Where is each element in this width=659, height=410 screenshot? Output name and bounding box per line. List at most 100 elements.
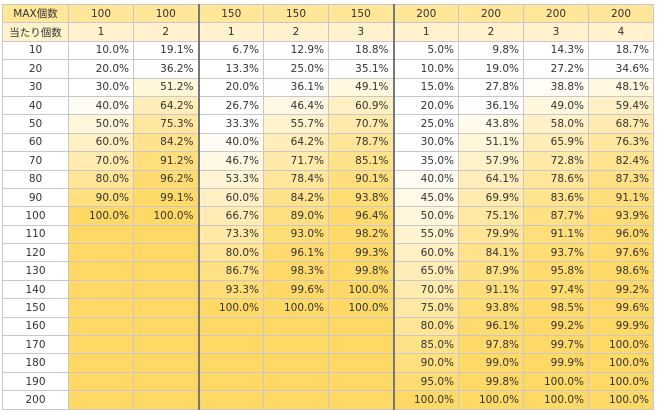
empty-cell — [133, 224, 199, 245]
cell: 100.0% — [588, 390, 654, 410]
cell: 85.0% — [392, 335, 459, 355]
cell: 70.0% — [392, 279, 459, 300]
cell: 87.9% — [458, 261, 524, 281]
cell: 100.0% — [392, 390, 459, 410]
cell: 91.1% — [588, 187, 654, 208]
cell: 96.2% — [133, 169, 199, 189]
cell: 93.8% — [328, 187, 394, 208]
cell: 40.0% — [197, 132, 264, 153]
cell: 34.6% — [588, 59, 654, 79]
cell: 90.0% — [392, 353, 459, 373]
cell: 98.2% — [328, 224, 394, 245]
cell: 20.0% — [68, 59, 134, 79]
cell: 95.0% — [392, 371, 459, 392]
cell: 19.0% — [458, 59, 524, 79]
empty-cell — [68, 261, 134, 281]
cell: 78.7% — [328, 132, 394, 153]
cell: 100.0% — [197, 298, 264, 318]
cell: 99.3% — [328, 243, 394, 263]
cell: 84.2% — [263, 187, 329, 208]
cell: 99.8% — [328, 261, 394, 281]
header-label: 当たり個数 — [2, 22, 69, 42]
data-row: 130 86.7% 98.3% 99.8% 65.0% 87.9% 95.8% 98.6% — [2, 261, 654, 281]
cell: 72.8% — [523, 151, 589, 171]
empty-cell — [68, 335, 134, 355]
cell: 99.9% — [588, 316, 654, 337]
cell: 71.7% — [263, 151, 329, 171]
cell: 79.9% — [458, 224, 524, 245]
cell: 60.0% — [392, 243, 459, 263]
row-label: 90 — [2, 187, 69, 208]
cell: 60.0% — [68, 132, 134, 153]
header-hits: 1 — [197, 22, 264, 42]
cell: 75.0% — [392, 298, 459, 318]
cell: 96.4% — [328, 206, 394, 226]
row-label: 60 — [2, 132, 69, 153]
cell: 91.1% — [458, 279, 524, 300]
cell: 51.1% — [458, 132, 524, 153]
empty-cell — [328, 316, 394, 337]
cell: 38.8% — [523, 77, 589, 97]
cell: 18.8% — [328, 40, 394, 61]
cell: 93.8% — [458, 298, 524, 318]
cell: 80.0% — [68, 169, 134, 189]
header-max: 100 — [133, 3, 199, 24]
cell: 43.8% — [458, 114, 524, 134]
cell: 36.1% — [458, 95, 524, 116]
cell: 51.2% — [133, 77, 199, 97]
cell: 53.3% — [197, 169, 264, 189]
cell: 36.2% — [133, 59, 199, 79]
empty-cell — [68, 298, 134, 318]
empty-cell — [68, 316, 134, 337]
header-label: MAX個数 — [2, 3, 69, 24]
cell: 98.3% — [263, 261, 329, 281]
data-row: 20 20.0% 36.2% 13.3% 25.0% 35.1% 10.0% 19.0% 27.… — [2, 59, 654, 79]
data-row: 90 90.0% 99.1% 60.0% 84.2% 93.8% 45.0% 69.9% 83.… — [2, 187, 654, 208]
cell: 91.1% — [523, 224, 589, 245]
header-max: 200 — [458, 3, 524, 24]
cell: 86.7% — [197, 261, 264, 281]
cell: 12.9% — [263, 40, 329, 61]
cell: 99.6% — [588, 298, 654, 318]
header-max: 200 — [588, 3, 654, 24]
header-hits: 2 — [133, 22, 199, 42]
data-row: 110 73.3% 93.0% 98.2% 55.0% 79.9% 91.1% 96.0% — [2, 224, 654, 245]
cell: 99.0% — [458, 353, 524, 373]
cell: 27.8% — [458, 77, 524, 97]
cell: 93.9% — [588, 206, 654, 226]
cell: 49.0% — [523, 95, 589, 116]
cell: 100.0% — [133, 206, 199, 226]
cell: 27.2% — [523, 59, 589, 79]
header-hits: 4 — [588, 22, 654, 42]
cell: 82.4% — [588, 151, 654, 171]
empty-cell — [68, 243, 134, 263]
cell: 30.0% — [392, 132, 459, 153]
row-label: 190 — [2, 371, 69, 392]
cell: 10.0% — [392, 59, 459, 79]
row-label: 80 — [2, 169, 69, 189]
cell: 96.0% — [588, 224, 654, 245]
cell: 5.0% — [392, 40, 459, 61]
empty-cell — [328, 390, 394, 410]
empty-cell — [68, 390, 134, 410]
cell: 46.4% — [263, 95, 329, 116]
row-label: 110 — [2, 224, 69, 245]
empty-cell — [263, 335, 329, 355]
row-label: 100 — [2, 206, 69, 226]
empty-cell — [263, 316, 329, 337]
row-label: 180 — [2, 353, 69, 373]
empty-cell — [68, 224, 134, 245]
cell: 20.0% — [197, 77, 264, 97]
cell: 99.8% — [458, 371, 524, 392]
cell: 55.0% — [392, 224, 459, 245]
row-label: 20 — [2, 59, 69, 79]
cell: 90.1% — [328, 169, 394, 189]
cell: 30.0% — [68, 77, 134, 97]
row-label: 200 — [2, 390, 69, 410]
cell: 60.0% — [197, 187, 264, 208]
data-row: 150 100.0% 100.0% 100.0% 75.0% 93.8% 98.5% 99.6… — [2, 298, 654, 318]
cell: 83.6% — [523, 187, 589, 208]
cell: 18.7% — [588, 40, 654, 61]
empty-cell — [133, 335, 199, 355]
data-row: 80 80.0% 96.2% 53.3% 78.4% 90.1% 40.0% 64.1% 78.… — [2, 169, 654, 189]
